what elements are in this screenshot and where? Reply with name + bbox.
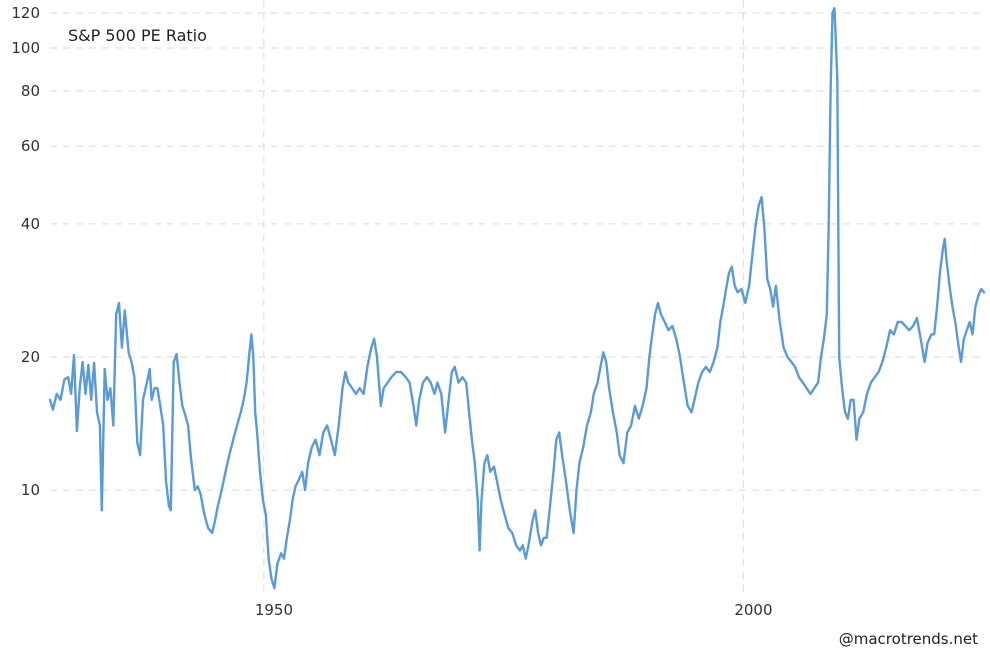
x-tick-label: 1950 — [255, 601, 293, 619]
source-credit: @macrotrends.net — [839, 630, 978, 648]
x-axis-ticks: 1950 2000 — [255, 601, 773, 619]
pe-ratio-line — [48, 6, 986, 590]
y-tick-label: 60 — [21, 137, 40, 155]
chart-title: S&P 500 PE Ratio — [68, 26, 207, 45]
y-tick-label: 80 — [21, 82, 40, 100]
y-tick-label: 40 — [21, 215, 40, 233]
y-tick-label: 20 — [21, 348, 40, 366]
horizontal-gridlines — [50, 12, 985, 491]
y-axis-ticks: 10 20 40 60 80 100 120 — [11, 4, 40, 499]
y-tick-label: 120 — [11, 4, 40, 22]
x-tick-label: 2000 — [734, 601, 772, 619]
vertical-gridlines — [263, 0, 744, 592]
y-tick-label: 100 — [11, 39, 40, 57]
y-tick-label: 10 — [21, 481, 40, 499]
